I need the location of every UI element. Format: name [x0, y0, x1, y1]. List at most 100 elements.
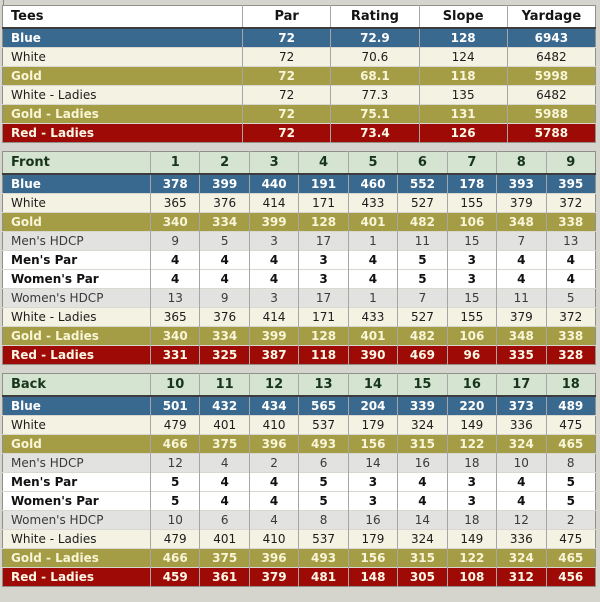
value-cell: 410 [248, 415, 299, 435]
value-cell: 4 [397, 472, 448, 492]
value-cell: 387 [248, 345, 299, 365]
value-cell: 126 [418, 123, 508, 143]
tees-table: Tees Par Rating Slope Yardage Blue 72 72.9 128 69… [2, 5, 596, 143]
value-cell: 396 [248, 548, 299, 568]
value-cell: 16 [347, 510, 398, 530]
value-cell: 4 [347, 250, 398, 270]
value-cell: 375 [199, 434, 250, 454]
value-cell: 527 [397, 193, 448, 213]
value-cell: 3 [347, 472, 398, 492]
value-cell: 8 [545, 453, 596, 473]
value-cell: 1 [347, 231, 398, 251]
value-cell: 220 [446, 395, 497, 416]
value-cell: 396 [248, 434, 299, 454]
value-cell: 7 [496, 231, 546, 251]
table-row: Women's Par 4 4 4 3 4 5 3 4 4 [2, 269, 596, 289]
value-cell: 336 [496, 415, 546, 435]
back-header-col: 16 [446, 373, 497, 397]
back-header-label: Back [2, 373, 151, 397]
value-cell: 338 [545, 326, 596, 346]
value-cell: 401 [199, 415, 250, 435]
front-header-col: 4 [298, 151, 349, 175]
value-cell: 5 [298, 472, 349, 492]
value-cell: 72 [241, 66, 331, 86]
value-cell: 156 [347, 548, 398, 568]
value-cell: 179 [347, 529, 398, 549]
value-cell: 12 [496, 510, 546, 530]
value-cell: 4 [149, 269, 200, 289]
table-row: White - Ladies 365 376 414 171 433 527 155 379 37… [2, 307, 596, 327]
row-label: White - Ladies [2, 85, 243, 105]
table-row: White 479 401 410 537 179 324 149 336 475 [2, 415, 596, 435]
value-cell: 11 [397, 231, 448, 251]
tees-header-col: Slope [418, 5, 508, 29]
value-cell: 482 [397, 212, 448, 232]
value-cell: 5988 [506, 104, 596, 124]
value-cell: 482 [397, 326, 448, 346]
back-header-col: 15 [397, 373, 448, 397]
value-cell: 6 [298, 453, 349, 473]
table-row: Blue 501 432 434 565 204 339 220 373 489 [2, 395, 596, 416]
tees-header-label: Tees [2, 5, 243, 29]
value-cell: 372 [545, 307, 596, 327]
value-cell: 14 [397, 510, 448, 530]
value-cell: 68.1 [330, 66, 419, 86]
value-cell: 4 [545, 250, 596, 270]
value-cell: 3 [446, 472, 497, 492]
value-cell: 312 [496, 567, 546, 587]
value-cell: 148 [347, 567, 398, 587]
value-cell: 72 [241, 27, 331, 48]
value-cell: 171 [298, 307, 349, 327]
value-cell: 375 [199, 548, 250, 568]
value-cell: 373 [496, 395, 546, 416]
value-cell: 479 [149, 529, 200, 549]
value-cell: 5998 [506, 66, 596, 86]
row-label: Gold - Ladies [2, 104, 243, 124]
tees-header-col: Rating [330, 5, 419, 29]
value-cell: 128 [418, 27, 508, 48]
value-cell: 72 [241, 47, 331, 67]
value-cell: 3 [446, 269, 497, 289]
value-cell: 5 [149, 491, 200, 511]
value-cell: 552 [397, 173, 448, 194]
value-cell: 3 [347, 491, 398, 511]
row-label: Women's HDCP [2, 510, 151, 530]
value-cell: 4 [397, 491, 448, 511]
value-cell: 5 [298, 491, 349, 511]
value-cell: 17 [298, 288, 349, 308]
value-cell: 305 [397, 567, 448, 587]
value-cell: 179 [347, 415, 398, 435]
table-row: White 72 70.6 124 6482 [2, 47, 596, 67]
value-cell: 5 [545, 491, 596, 511]
value-cell: 2 [545, 510, 596, 530]
value-cell: 13 [545, 231, 596, 251]
value-cell: 456 [545, 567, 596, 587]
row-label: White [2, 47, 243, 67]
value-cell: 336 [496, 529, 546, 549]
value-cell: 378 [149, 173, 200, 194]
value-cell: 6943 [506, 27, 596, 48]
row-label: White [2, 415, 151, 435]
value-cell: 331 [149, 345, 200, 365]
value-cell: 465 [545, 434, 596, 454]
value-cell: 399 [199, 173, 250, 194]
table-row: Women's HDCP 10 6 4 8 16 14 18 12 2 [2, 510, 596, 530]
value-cell: 15 [446, 288, 497, 308]
value-cell: 340 [149, 326, 200, 346]
value-cell: 493 [298, 548, 349, 568]
value-cell: 489 [545, 395, 596, 416]
table-row: Red - Ladies 331 325 387 118 390 469 96 335 328 [2, 345, 596, 365]
value-cell: 339 [397, 395, 448, 416]
row-label: Men's HDCP [2, 231, 151, 251]
value-cell: 325 [199, 345, 250, 365]
value-cell: 4 [149, 250, 200, 270]
value-cell: 334 [199, 326, 250, 346]
value-cell: 401 [347, 326, 398, 346]
value-cell: 106 [446, 212, 497, 232]
row-label: Gold [2, 66, 243, 86]
row-label: Blue [2, 395, 151, 416]
table-row: Gold - Ladies 466 375 396 493 156 315 122 324 465 [2, 548, 596, 568]
value-cell: 338 [545, 212, 596, 232]
value-cell: 379 [496, 307, 546, 327]
value-cell: 475 [545, 529, 596, 549]
